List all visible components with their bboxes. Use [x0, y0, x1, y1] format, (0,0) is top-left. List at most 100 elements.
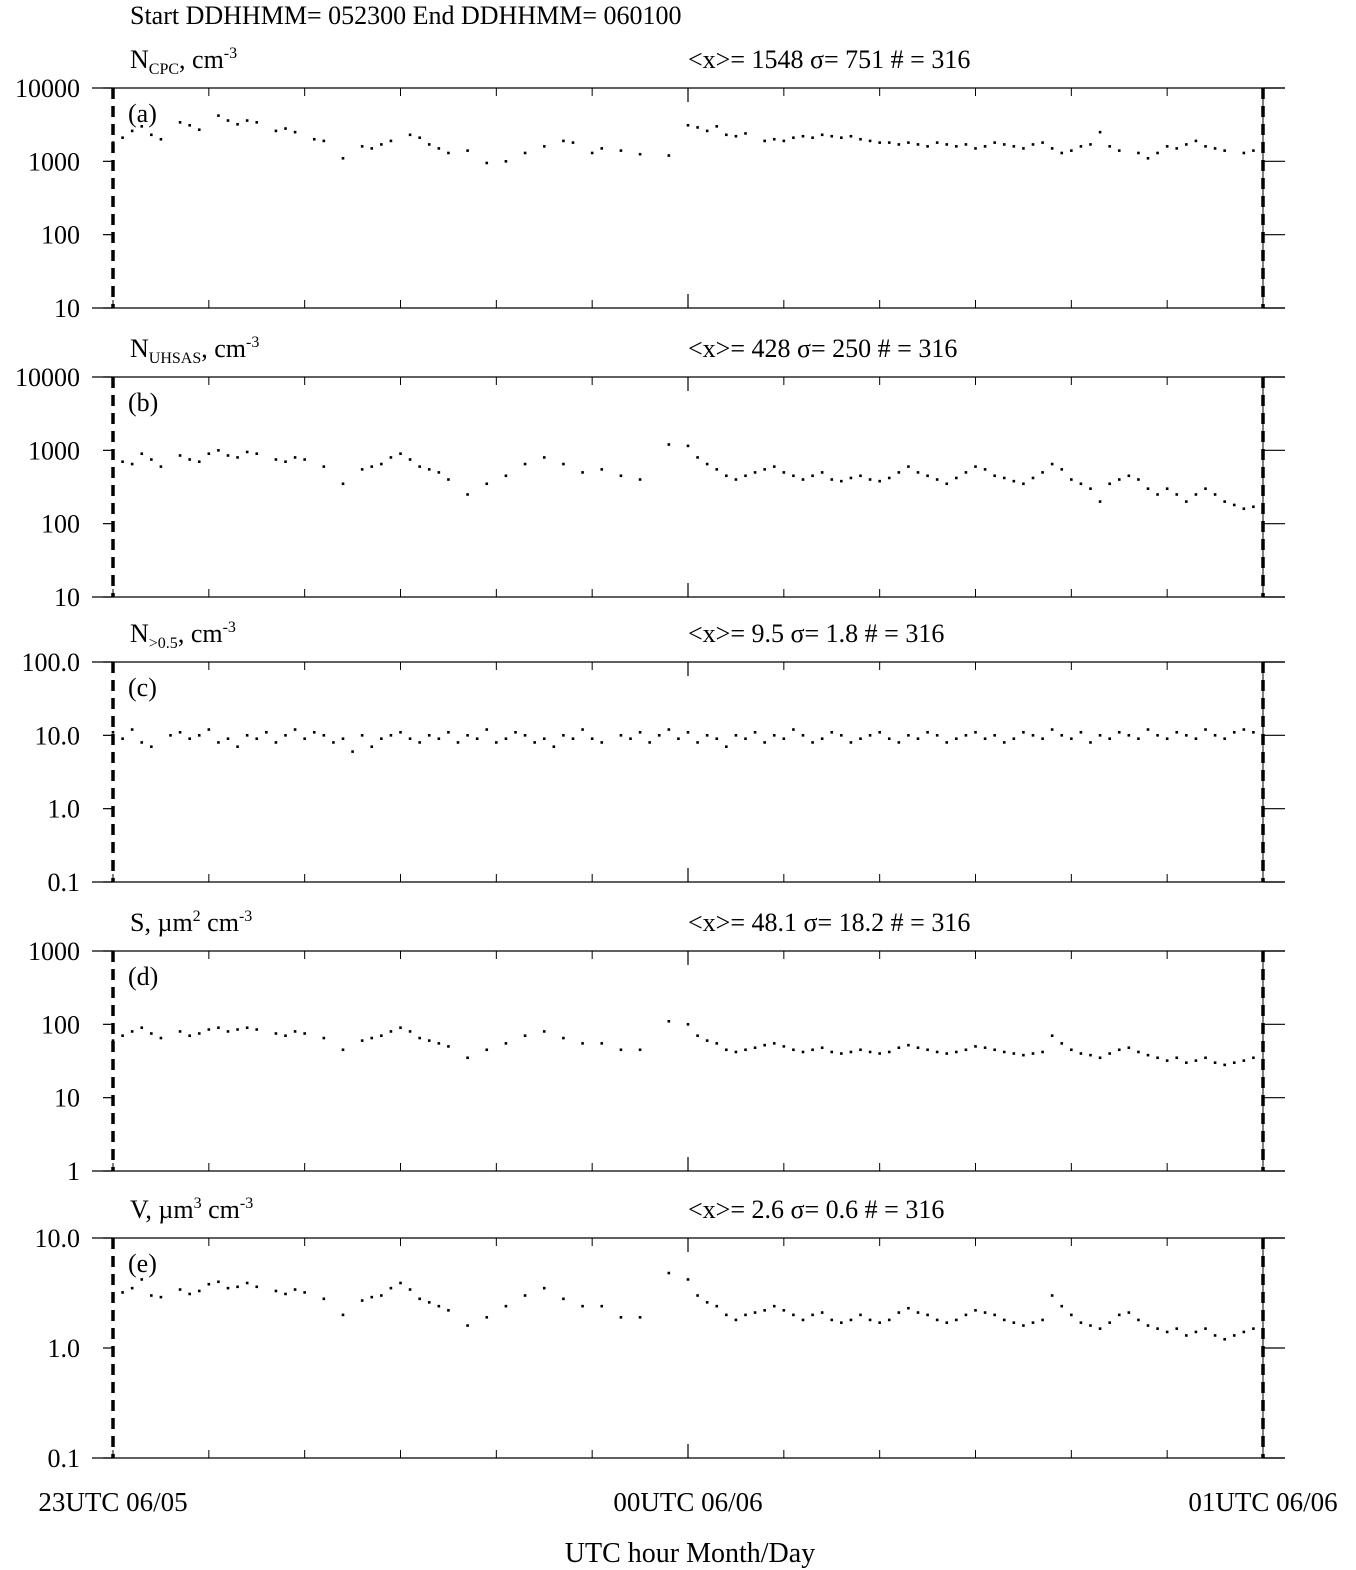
data-point: [1194, 1059, 1198, 1062]
y-tick-label: 1: [67, 1157, 80, 1186]
data-point: [1242, 1059, 1246, 1062]
data-point: [916, 1311, 920, 1314]
data-point: [341, 1313, 345, 1317]
data-point: [820, 133, 824, 137]
data-point: [1098, 734, 1102, 737]
data-point: [974, 1045, 977, 1048]
data-point: [1185, 1061, 1188, 1064]
data-point: [897, 741, 901, 744]
data-point: [1194, 1330, 1198, 1334]
data-point: [744, 737, 747, 740]
data-point: [1194, 493, 1198, 496]
data-point: [1242, 507, 1246, 510]
data-point: [284, 127, 287, 130]
panel-stats: <x>= 428 σ= 250 # = 316: [688, 334, 957, 363]
panel-stats: <x>= 1548 σ= 751 # = 316: [688, 45, 970, 74]
data-point: [533, 741, 536, 744]
data-point: [1213, 493, 1217, 496]
data-point: [188, 124, 191, 127]
data-point: [1050, 1034, 1054, 1037]
data-point: [408, 1030, 412, 1033]
data-point: [274, 458, 278, 461]
data-point: [408, 133, 412, 137]
data-point: [830, 1318, 834, 1322]
data-point: [1117, 478, 1121, 481]
data-point: [399, 452, 402, 455]
data-point: [159, 137, 163, 141]
x-tick-label: 00UTC 06/06: [613, 1487, 762, 1517]
data-point: [1242, 1330, 1246, 1334]
data-point: [466, 493, 469, 496]
data-point: [734, 1318, 738, 1322]
data-point: [1070, 478, 1073, 481]
data-point: [782, 737, 786, 740]
y-tick-label: 10: [54, 294, 80, 323]
data-point: [1070, 1313, 1073, 1317]
data-point: [974, 147, 977, 150]
data-point: [303, 458, 306, 461]
panel-a: NCPC, cm-3 <x>= 1548 σ= 751 # = 316 10 100 1…: [15, 45, 1285, 323]
data-point: [955, 1050, 958, 1054]
data-point: [581, 728, 584, 731]
data-point: [1108, 1321, 1111, 1324]
data-point: [792, 1048, 795, 1052]
data-point: [504, 1304, 508, 1308]
data-point: [360, 734, 364, 737]
data-point: [926, 1048, 929, 1052]
data-point: [753, 730, 757, 734]
data-point: [945, 741, 949, 744]
data-point: [1060, 468, 1064, 471]
data-point: [418, 1036, 421, 1040]
data-point: [887, 1050, 891, 1054]
data-point: [667, 443, 671, 446]
data-point: [245, 450, 249, 454]
data-point: [322, 465, 326, 468]
data-point: [782, 139, 786, 143]
data-point: [1031, 1052, 1035, 1055]
data-point: [1204, 487, 1207, 490]
data-point: [1175, 730, 1179, 734]
data-point: [744, 1313, 747, 1317]
data-point: [600, 468, 604, 471]
data-point: [705, 462, 709, 466]
data-point: [926, 730, 929, 734]
data-point: [255, 1285, 259, 1289]
data-point: [600, 741, 604, 744]
data-point: [1050, 147, 1054, 150]
data-point: [542, 737, 546, 740]
data-point: [744, 132, 747, 135]
data-point: [341, 737, 345, 740]
data-point: [523, 1294, 527, 1297]
y-tick-label: 100: [41, 510, 80, 539]
data-point: [753, 1046, 757, 1050]
data-point: [130, 1030, 134, 1033]
data-point: [303, 1291, 306, 1294]
data-point: [188, 737, 191, 740]
data-point: [1242, 728, 1246, 731]
data-point: [399, 730, 402, 734]
data-point: [111, 730, 115, 734]
y-tick-label: 1.0: [48, 795, 81, 824]
data-point: [1117, 1313, 1121, 1317]
data-point: [293, 130, 297, 134]
data-point: [1089, 143, 1092, 146]
data-point: [935, 478, 939, 481]
data-point: [1127, 734, 1131, 737]
data-point: [686, 730, 690, 734]
data-point: [935, 734, 939, 737]
data-point: [380, 737, 383, 740]
panel-title: S, µm2 cm-3: [130, 908, 252, 937]
data-point: [504, 474, 508, 478]
data-point: [130, 728, 134, 731]
data-point: [159, 1295, 163, 1299]
data-point: [916, 143, 920, 146]
data-point: [600, 1304, 604, 1308]
data-point: [840, 136, 843, 140]
data-point: [1204, 1327, 1207, 1330]
data-point: [437, 471, 441, 474]
data-point: [1146, 156, 1150, 160]
data-point: [782, 1045, 786, 1048]
data-point: [466, 149, 469, 152]
data-point: [849, 134, 853, 138]
